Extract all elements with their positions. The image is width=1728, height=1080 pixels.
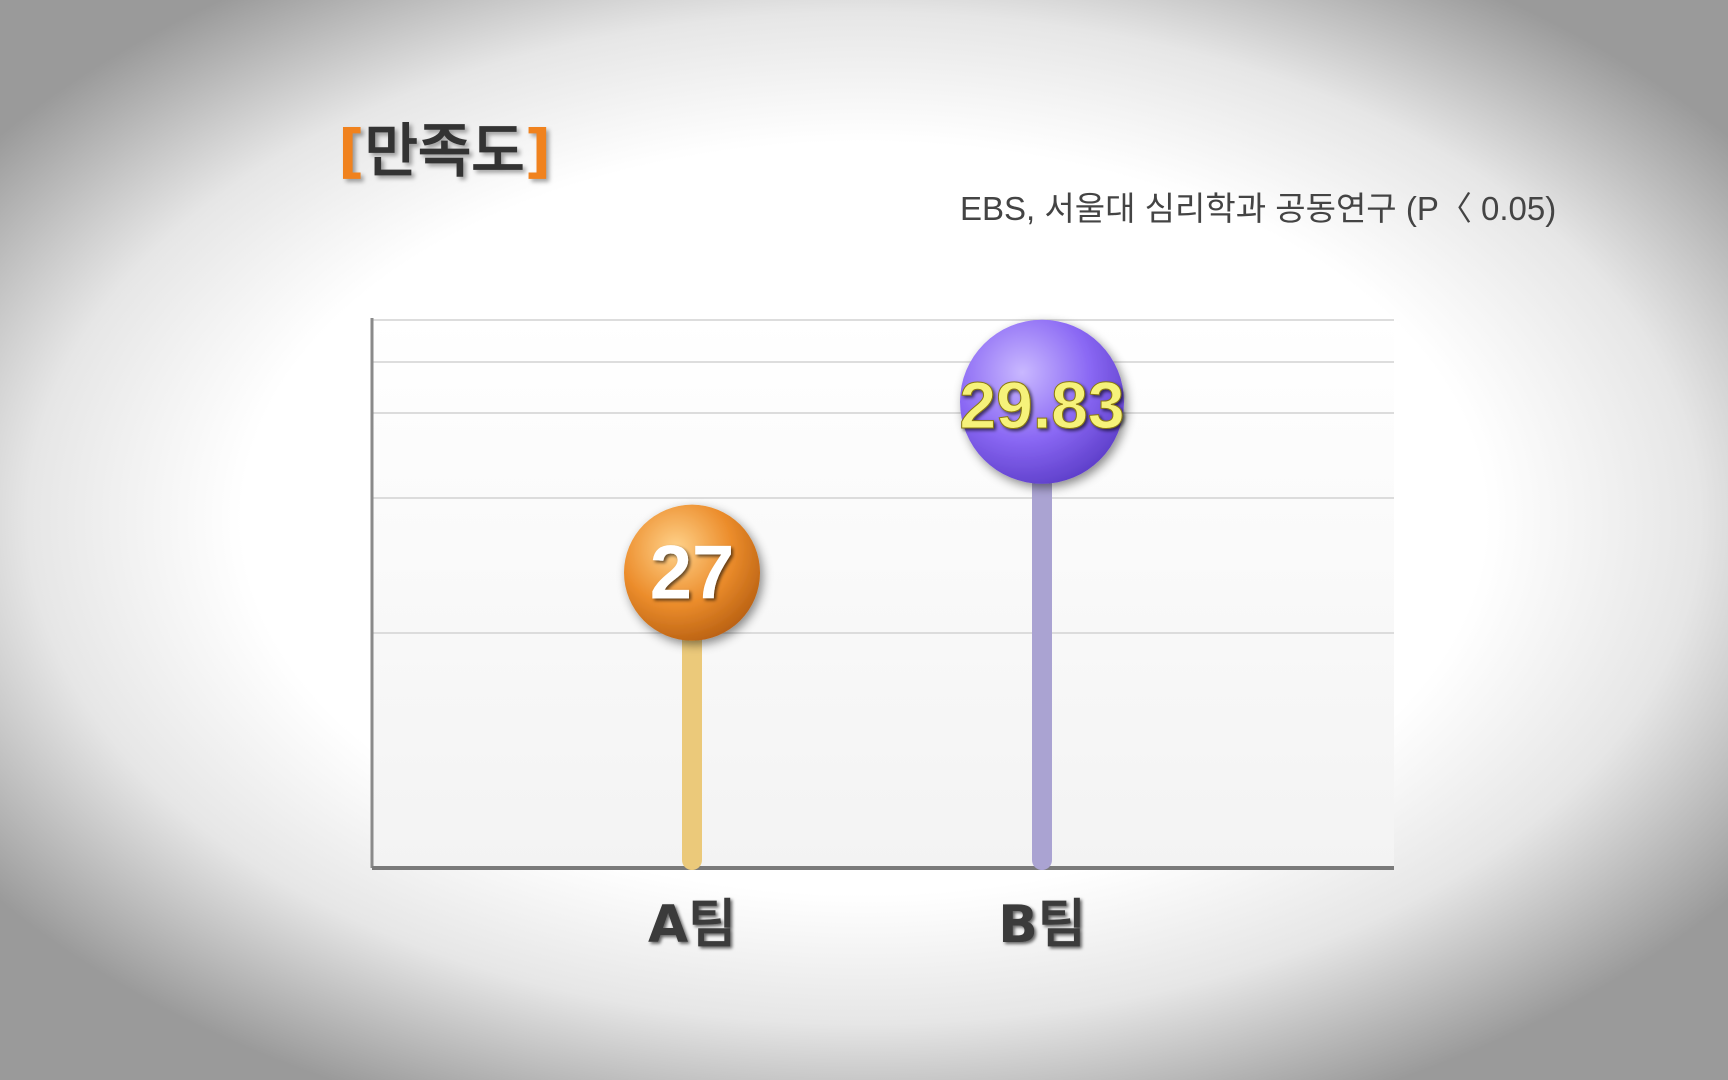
title-bracket-open: [ (338, 117, 365, 185)
title-text: 만족도 (364, 117, 525, 185)
data-point-1 (624, 504, 760, 641)
data-label-2: 29.83 (959, 368, 1124, 442)
x-tick-label-1: A팀 (648, 895, 736, 955)
chart-title: [만족도] (338, 122, 551, 180)
data-point-2 (960, 319, 1124, 484)
title-bracket-close: ] (524, 117, 552, 185)
data-label-1: 27 (650, 531, 735, 616)
x-tick-label-2: B팀 (998, 895, 1085, 955)
source-note: EBS, 서울대 심리학과 공동연구 (P〈 0.05) (960, 190, 1557, 227)
plot-area (372, 318, 1394, 868)
